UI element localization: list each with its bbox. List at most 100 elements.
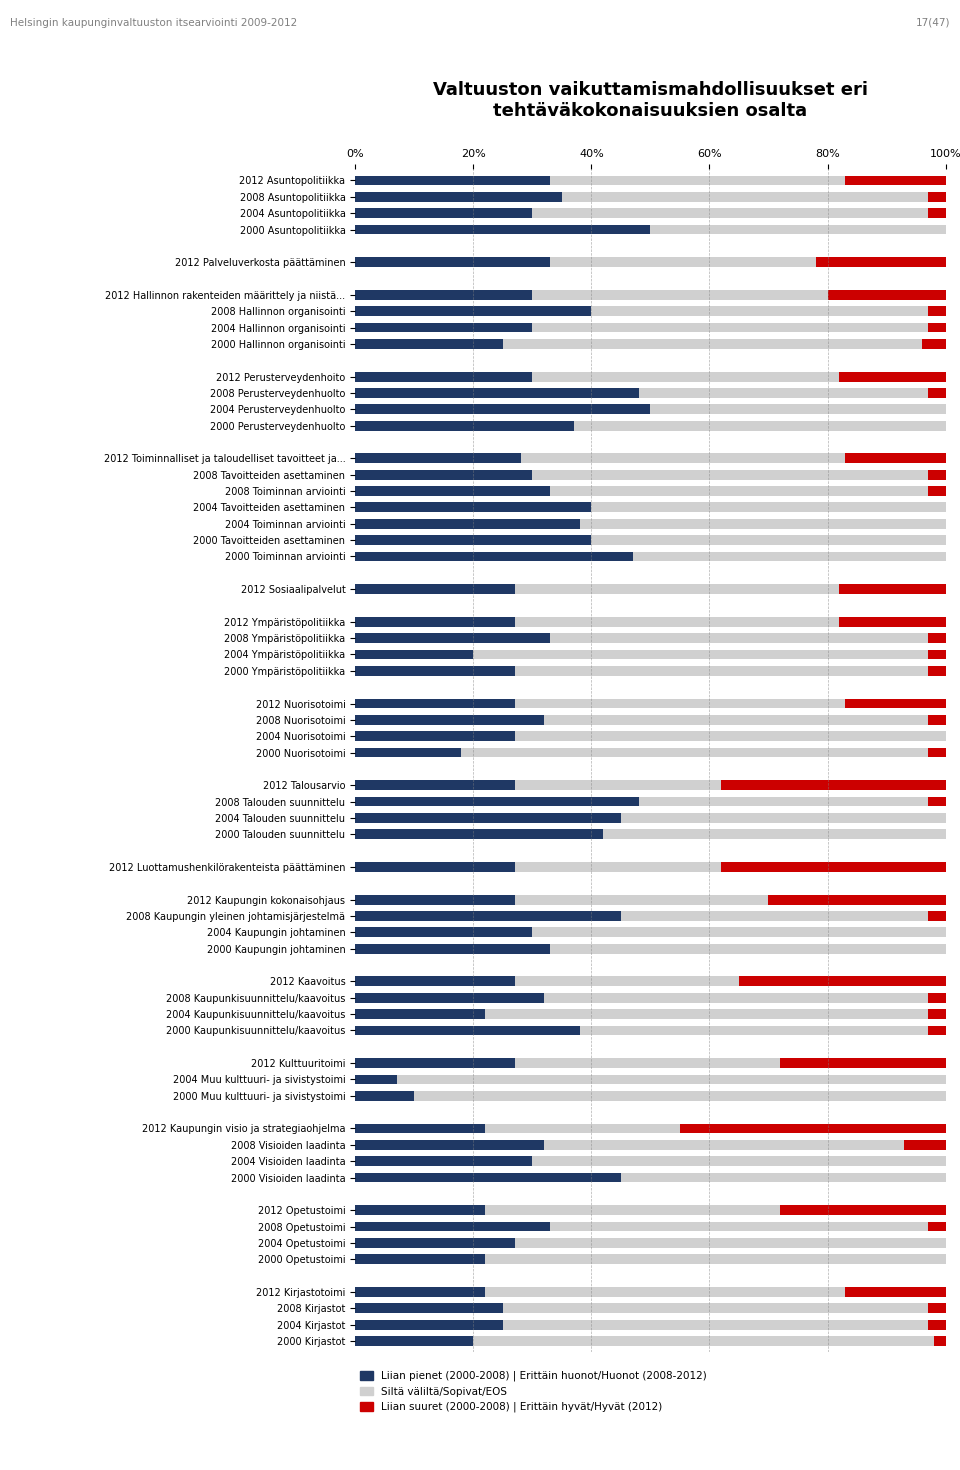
Bar (591, 535, 946, 545)
Bar (355, 731, 515, 741)
Bar (355, 1139, 544, 1150)
Bar (845, 698, 946, 709)
Bar (591, 503, 946, 512)
Bar (532, 470, 928, 479)
Bar (355, 1288, 485, 1297)
Bar (532, 1157, 946, 1166)
Bar (928, 487, 946, 495)
Bar (721, 781, 946, 791)
Bar (355, 404, 651, 415)
Bar (544, 714, 928, 725)
Bar (520, 453, 845, 463)
Bar (621, 1173, 946, 1182)
Legend: Liian pienet (2000-2008) | Erittäin huonot/Huonot (2008-2012), Siltä väliltä/Sop: Liian pienet (2000-2008) | Erittäin huon… (360, 1372, 707, 1413)
Bar (355, 584, 515, 594)
Bar (473, 1336, 934, 1347)
Bar (603, 829, 946, 839)
Bar (580, 1026, 928, 1035)
Bar (828, 290, 946, 300)
Bar (515, 698, 845, 709)
Bar (904, 1139, 946, 1150)
Bar (928, 1320, 946, 1329)
Bar (355, 666, 515, 676)
Bar (839, 617, 946, 626)
Bar (515, 666, 928, 676)
Bar (355, 1336, 473, 1347)
Bar (355, 861, 515, 872)
Bar (515, 584, 839, 594)
Bar (845, 453, 946, 463)
Bar (355, 928, 532, 938)
Bar (768, 895, 946, 904)
Bar (355, 453, 520, 463)
Bar (355, 1254, 485, 1264)
Bar (928, 650, 946, 660)
Bar (721, 861, 946, 872)
Bar (550, 634, 928, 642)
Bar (544, 992, 928, 1003)
Title: Valtuuston vaikuttamismahdollisuukset eri
tehtäväkokonaisuuksien osalta: Valtuuston vaikuttamismahdollisuukset er… (433, 81, 868, 121)
Bar (928, 666, 946, 676)
Text: 17(47): 17(47) (916, 18, 950, 28)
Bar (638, 797, 928, 807)
Bar (928, 209, 946, 218)
Bar (922, 340, 946, 348)
Bar (928, 306, 946, 316)
Bar (839, 372, 946, 382)
Bar (485, 1123, 680, 1133)
Bar (355, 1026, 580, 1035)
Bar (355, 976, 515, 986)
Bar (621, 911, 928, 920)
Bar (485, 1288, 845, 1297)
Bar (544, 1139, 904, 1150)
Bar (580, 519, 946, 529)
Bar (621, 813, 946, 823)
Bar (485, 1010, 928, 1019)
Bar (928, 797, 946, 807)
Bar (739, 976, 946, 986)
Bar (532, 323, 928, 332)
Bar (638, 388, 928, 398)
Bar (845, 175, 946, 185)
Bar (355, 748, 462, 757)
Bar (355, 1205, 485, 1216)
Bar (574, 420, 946, 431)
Bar (928, 714, 946, 725)
Bar (928, 992, 946, 1003)
Bar (355, 797, 638, 807)
Text: Helsingin kaupunginvaltuuston itsearviointi 2009-2012: Helsingin kaupunginvaltuuston itsearvioi… (10, 18, 297, 28)
Bar (928, 1222, 946, 1232)
Bar (515, 895, 768, 904)
Bar (515, 731, 946, 741)
Bar (355, 634, 550, 642)
Bar (532, 209, 928, 218)
Bar (355, 519, 580, 529)
Bar (355, 829, 603, 839)
Bar (780, 1205, 946, 1216)
Bar (928, 748, 946, 757)
Bar (462, 748, 928, 757)
Bar (928, 1010, 946, 1019)
Bar (928, 193, 946, 201)
Bar (928, 1026, 946, 1035)
Bar (503, 1320, 928, 1329)
Bar (928, 911, 946, 920)
Bar (928, 470, 946, 479)
Bar (415, 1091, 946, 1101)
Bar (928, 388, 946, 398)
Bar (816, 257, 946, 268)
Bar (355, 340, 503, 348)
Bar (355, 503, 591, 512)
Bar (651, 225, 946, 234)
Bar (355, 944, 550, 954)
Bar (934, 1336, 946, 1347)
Bar (396, 1075, 946, 1085)
Bar (355, 714, 544, 725)
Bar (550, 1222, 928, 1232)
Bar (355, 193, 562, 201)
Bar (355, 1320, 503, 1329)
Bar (355, 535, 591, 545)
Bar (485, 1254, 946, 1264)
Bar (515, 976, 739, 986)
Bar (355, 1304, 503, 1313)
